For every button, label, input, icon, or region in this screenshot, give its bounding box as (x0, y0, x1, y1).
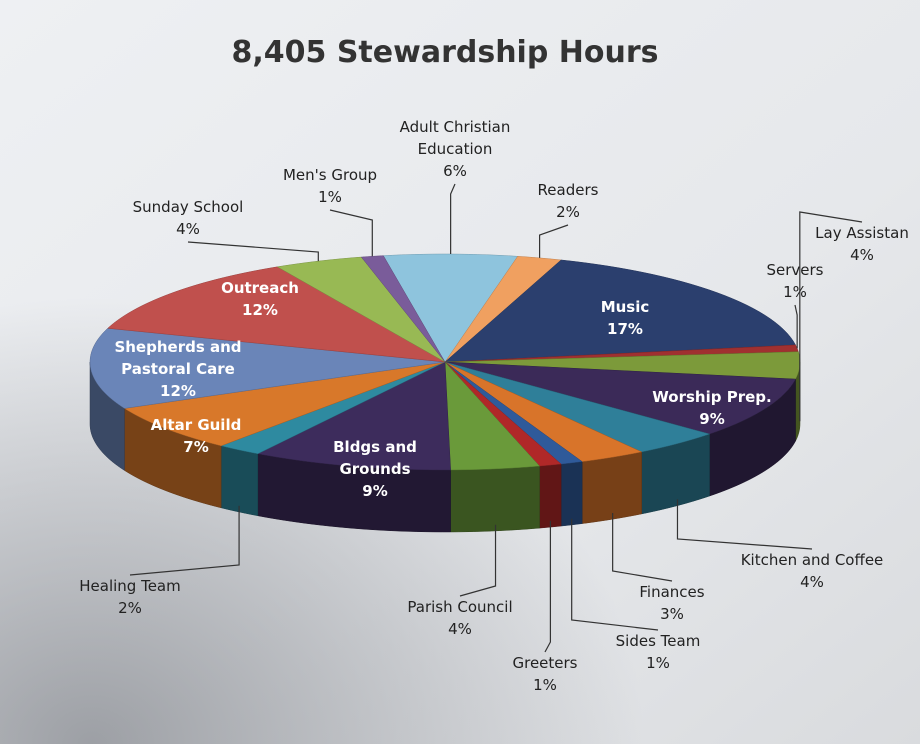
value-label: 2% (556, 203, 580, 221)
slice-side (221, 446, 258, 516)
value-label: 4% (176, 220, 200, 238)
value-label: 1% (783, 283, 807, 301)
slice-side (582, 452, 641, 524)
value-label: 9% (362, 482, 387, 500)
slice-side (451, 466, 540, 532)
value-label: 12% (160, 382, 196, 400)
category-label: Readers (538, 181, 599, 199)
value-label: 4% (800, 573, 824, 591)
category-label: Servers (766, 261, 823, 279)
category-label: Parish Council (407, 598, 512, 616)
category-label: Sunday School (133, 198, 244, 216)
category-label: Kitchen and Coffee (741, 551, 884, 569)
category-label: Finances (639, 583, 704, 601)
slice-side (540, 464, 562, 528)
slice-label: Music (601, 298, 650, 316)
chart-title: 8,405 Stewardship Hours (231, 35, 658, 70)
category-label: Healing Team (79, 577, 180, 595)
value-label: 6% (443, 162, 467, 180)
chart: 8,405 Stewardship Hours Adult ChristianE… (0, 0, 920, 744)
value-label: 4% (448, 620, 472, 638)
value-label: 1% (318, 188, 342, 206)
value-label: 1% (646, 654, 670, 672)
category-label: Sides Team (616, 632, 701, 650)
slice-side (561, 462, 582, 526)
category-label: Lay Assistan (815, 224, 909, 242)
slice-label: Altar Guild (151, 416, 242, 434)
value-label: 3% (660, 605, 684, 623)
category-label: Men's Group (283, 166, 377, 184)
value-label: 9% (699, 410, 724, 428)
value-label: 4% (850, 246, 874, 264)
value-label: 2% (118, 599, 142, 617)
value-label: 12% (242, 301, 278, 319)
slice-label: Outreach (221, 279, 299, 297)
value-label: 7% (183, 438, 208, 456)
value-label: 17% (607, 320, 643, 338)
category-label: Greeters (512, 654, 577, 672)
value-label: 1% (533, 676, 557, 694)
slice-label: Worship Prep. (652, 388, 771, 406)
